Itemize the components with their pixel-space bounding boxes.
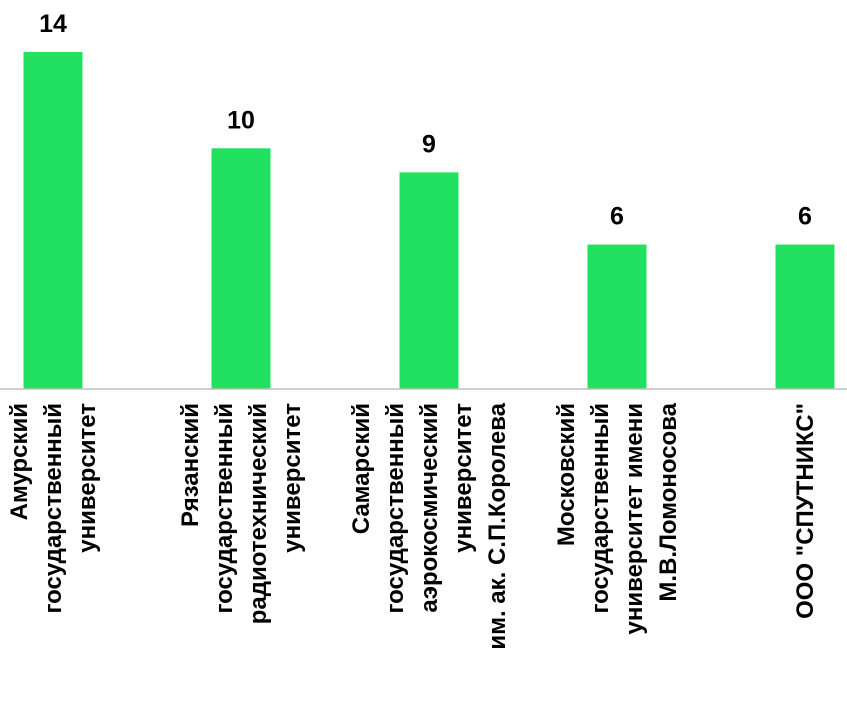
category-label-line: аэрокосмический	[416, 403, 443, 613]
category-label-2: Рязанский государственный радиотехнический…	[177, 403, 306, 625]
category-label-4: Московский государственный университет име…	[553, 402, 682, 634]
data-label-2: 10	[227, 106, 255, 134]
category-label-line: Рязанский	[177, 403, 204, 527]
category-label-line: государственный	[40, 403, 67, 614]
category-label-line: Амурский	[6, 403, 33, 520]
category-label-line: университет имени	[621, 403, 648, 634]
category-label-line: им. ак. С.П.Королева	[484, 402, 511, 649]
bars-group	[23, 52, 835, 389]
category-label-line: университет	[450, 403, 477, 553]
bar-5	[775, 244, 835, 389]
data-label-5: 6	[798, 203, 812, 231]
category-label-line: государственный	[211, 403, 238, 614]
bar-4	[587, 244, 647, 389]
category-label-line: радиотехнический	[245, 403, 272, 624]
data-label-3: 9	[422, 130, 436, 158]
data-label-1: 14	[39, 10, 67, 38]
data-label-4: 6	[610, 203, 624, 231]
category-label-line: государственный	[587, 403, 614, 614]
category-label-1: Амурский государственный университет	[6, 403, 101, 614]
category-label-line: Самарский	[348, 403, 375, 534]
bar-3	[399, 172, 459, 389]
category-label-line: ООО "СПУТНИКС"	[792, 403, 819, 619]
bar-1	[23, 52, 83, 389]
category-label-line: университет	[279, 403, 306, 553]
category-label-3: Самарский государственный аэрокосмический у…	[348, 402, 511, 649]
category-label-line: государственный	[382, 403, 409, 614]
category-label-line: Московский	[553, 403, 580, 546]
category-labels-group: Амурский государственный университет Рязанс…	[6, 402, 819, 649]
category-label-line: М.В.Ломоносова	[655, 402, 682, 601]
data-labels-group: 14 10 9 6 6	[39, 10, 812, 231]
category-label-5: ООО "СПУТНИКС"	[792, 403, 819, 619]
category-label-line: университет	[74, 403, 101, 553]
bar-2	[211, 148, 271, 389]
